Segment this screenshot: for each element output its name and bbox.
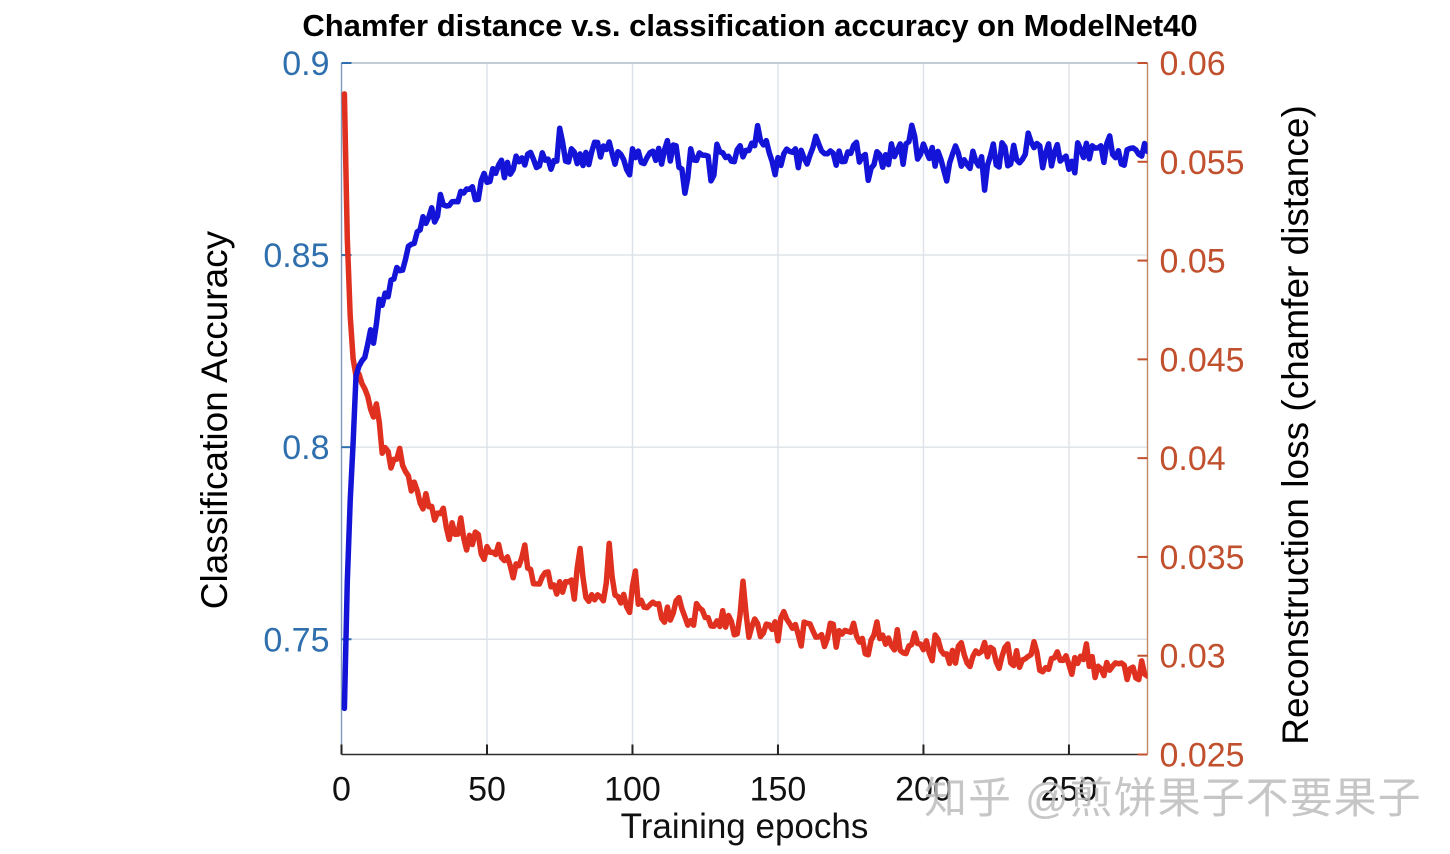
left-axis-label: Classification Accuracy (194, 230, 235, 610)
right-tick-label: 0.03 (1160, 638, 1226, 676)
right-tick-label: 0.05 (1160, 243, 1226, 281)
grid-layer (341, 63, 1148, 755)
watermark-text: 知乎 @煎饼果子不要果子 (924, 775, 1422, 823)
plot-border (340, 62, 1149, 756)
right-tick-label: 0.045 (1160, 341, 1245, 379)
tick-marks (340, 62, 1148, 756)
tick-labels: 0 50 100 150 200 250 0.75 0.8 0.85 0.9 0.025 0.03 0.… (263, 45, 1244, 809)
x-axis-label: Training epochs (620, 807, 869, 846)
left-tick-label: 0.85 (263, 237, 329, 275)
reconstruction-loss-line (341, 91, 1148, 683)
x-tick-label: 50 (468, 771, 506, 809)
right-tick-label: 0.035 (1160, 539, 1245, 577)
right-tick-label: 0.06 (1160, 45, 1226, 83)
classification-accuracy-line (341, 122, 1148, 712)
x-tick-label: 0 (332, 771, 351, 809)
x-tick-label: 100 (604, 771, 661, 809)
left-tick-label: 0.9 (282, 45, 329, 83)
x-tick-label: 250 (1041, 771, 1098, 809)
right-tick-label: 0.055 (1160, 144, 1245, 182)
right-tick-label: 0.025 (1160, 737, 1245, 775)
left-tick-label: 0.75 (263, 621, 329, 659)
chart-title: Chamfer distance v.s. classification acc… (302, 8, 1198, 43)
curves-layer (341, 91, 1148, 712)
right-axis-label: Reconstruction loss (chamfer distance) (1275, 105, 1316, 745)
right-tick-label: 0.04 (1160, 440, 1226, 478)
left-tick-label: 0.8 (282, 429, 329, 467)
x-tick-label: 150 (750, 771, 807, 809)
x-tick-label: 200 (895, 771, 952, 809)
